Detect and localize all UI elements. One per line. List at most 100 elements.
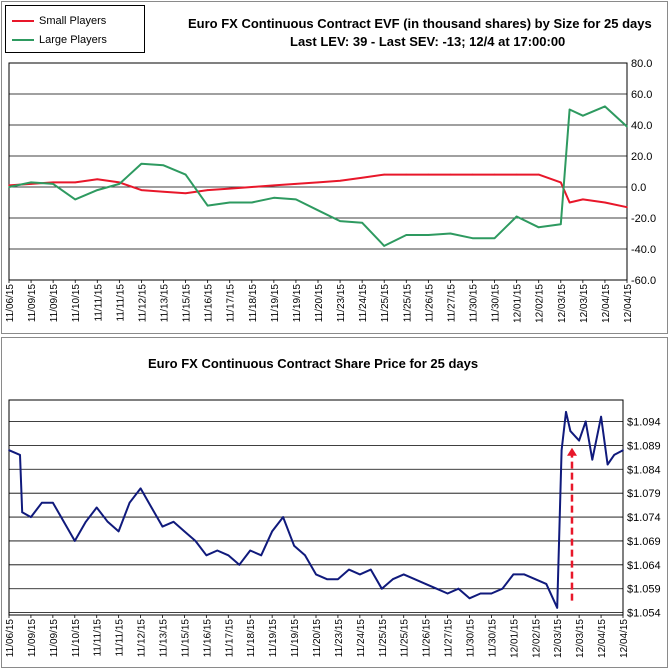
data-point — [184, 192, 187, 194]
x-tick-label: 12/03/15 — [575, 619, 586, 658]
data-point — [584, 420, 587, 423]
data-point — [84, 521, 87, 523]
x-tick-label: 11/12/15 — [137, 619, 148, 658]
evf-line-chart: 80.0 60.0 40.0 20.0 0.0 -20.0 -40.0 -60.0 11/06/… — [5, 58, 656, 323]
data-point — [449, 232, 452, 235]
x-tick-label: 12/04/15 — [601, 284, 612, 323]
price-chart-panel: Euro FX Continuous Contract Share Price … — [1, 337, 668, 668]
data-point — [446, 592, 449, 595]
data-point — [523, 573, 526, 576]
x-tick-label: 12/04/15 — [623, 284, 634, 323]
x-tick-label: 11/18/15 — [248, 284, 259, 323]
data-point — [19, 454, 21, 456]
data-point — [73, 540, 76, 542]
x-tick-label: 11/19/15 — [270, 284, 281, 323]
data-point — [501, 587, 504, 590]
data-point — [479, 592, 482, 595]
annotation-arrow-head — [566, 447, 577, 456]
data-point — [545, 583, 548, 585]
data-point — [568, 108, 571, 111]
data-point — [52, 183, 54, 185]
data-point — [106, 521, 109, 523]
x-tick-label: 11/20/15 — [314, 284, 325, 323]
y-tick-label: 0.0 — [631, 182, 646, 194]
x-tick-label: 11/19/15 — [292, 284, 303, 323]
y-tick-label: $1.074 — [627, 512, 661, 524]
y-tick-label: -40.0 — [631, 244, 656, 256]
data-point — [117, 530, 120, 533]
y-tick-label: $1.069 — [627, 536, 661, 548]
data-point — [339, 180, 341, 182]
x-tick-label: 11/27/15 — [444, 619, 455, 658]
data-point — [582, 114, 584, 117]
data-point — [560, 449, 563, 451]
x-tick-label: 12/01/15 — [509, 619, 520, 658]
data-point — [468, 597, 471, 600]
data-point — [74, 198, 77, 201]
evf-chart-subtitle: Last LEV: 39 - Last SEV: -13; 12/4 at 17… — [290, 34, 566, 49]
data-point — [568, 201, 571, 204]
y-tick-label: $1.094 — [627, 417, 661, 429]
data-point — [238, 564, 241, 566]
x-tick-label: 11/24/15 — [356, 619, 367, 658]
x-tick-label: 11/30/15 — [469, 284, 480, 323]
data-point — [273, 197, 275, 199]
data-point — [515, 215, 518, 218]
data-point — [249, 549, 252, 552]
data-point — [449, 173, 452, 176]
x-tick-label: 11/30/15 — [466, 619, 477, 658]
x-tick-label: 12/04/15 — [619, 619, 630, 658]
evf-chart-title: Euro FX Continuous Contract EVF (in thou… — [188, 16, 652, 31]
series-line-0 — [8, 410, 624, 609]
y-tick-label: -60.0 — [631, 275, 656, 287]
data-point — [604, 105, 606, 108]
x-tick-label: 12/01/15 — [513, 284, 524, 323]
y-tick-label: $1.089 — [627, 440, 661, 452]
data-point — [582, 198, 584, 201]
data-point — [490, 592, 493, 595]
data-point — [21, 511, 23, 514]
data-point — [304, 554, 306, 557]
y-tick-label: $1.064 — [627, 560, 661, 572]
data-point — [383, 173, 386, 176]
data-point — [534, 578, 537, 580]
data-point — [626, 206, 628, 208]
data-point — [317, 181, 319, 184]
price-line-chart: $1.094 $1.089 $1.084 $1.079 $1.074 $1.069 $1.0… — [5, 399, 661, 658]
data-point — [118, 183, 121, 185]
x-tick-label: 11/25/15 — [400, 619, 411, 658]
x-tick-label: 11/09/15 — [49, 284, 60, 323]
data-point — [282, 516, 284, 518]
price-chart-title: Euro FX Continuous Contract Share Price … — [148, 356, 479, 371]
x-tick-label: 11/27/15 — [446, 284, 457, 323]
data-point — [424, 583, 427, 585]
x-tick-label: 12/03/15 — [553, 619, 564, 658]
data-point — [537, 226, 540, 229]
plot-area — [8, 399, 624, 616]
data-point — [140, 189, 143, 191]
data-point — [370, 568, 372, 571]
x-tick-label: 11/26/15 — [422, 619, 433, 658]
chart-legend: Small Players Large Players — [5, 5, 145, 53]
x-tick-label: 11/09/15 — [49, 619, 60, 658]
data-point — [600, 415, 602, 418]
x-tick-label: 11/15/15 — [180, 619, 191, 658]
data-point — [348, 568, 350, 571]
data-point — [578, 439, 580, 442]
data-point — [471, 237, 474, 239]
data-point — [95, 506, 98, 509]
legend-item-small-players: Small Players — [12, 14, 106, 28]
data-point — [326, 578, 328, 580]
data-point — [512, 573, 515, 576]
data-point — [128, 501, 131, 504]
x-tick-label: 11/25/15 — [380, 284, 391, 323]
x-tick-label: 11/30/15 — [491, 284, 502, 323]
data-point — [184, 173, 187, 176]
data-point — [30, 181, 32, 184]
data-point — [604, 201, 606, 204]
y-tick-label: -20.0 — [631, 213, 656, 225]
data-point — [74, 181, 77, 184]
data-point — [30, 516, 32, 518]
data-point — [52, 181, 54, 184]
x-tick-label: 11/18/15 — [246, 619, 257, 658]
